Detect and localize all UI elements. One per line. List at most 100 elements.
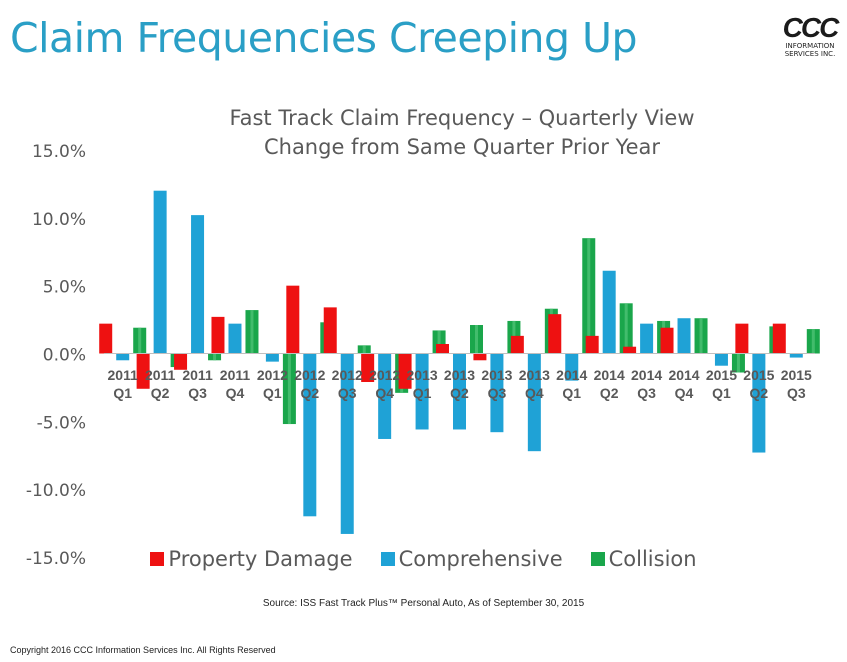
y-tick-label: 5.0% (43, 278, 86, 298)
bar-comprehensive (340, 353, 354, 534)
legend-label: Property Damage (168, 547, 353, 571)
x-tick-label-quarter: Q4 (375, 385, 394, 401)
bar-property-damage (585, 335, 599, 354)
bar-comprehensive (565, 353, 579, 381)
bar-comprehensive (228, 323, 242, 354)
bar-comprehensive (265, 353, 279, 362)
ccc-logo-mark: CCC (783, 14, 842, 40)
legend-label: Collision (608, 547, 697, 571)
x-tick-label-year: 2012 (257, 367, 288, 383)
bar-collision-highlight (475, 325, 478, 354)
legend-swatch-property-damage (150, 552, 165, 566)
y-tick-label: 10.0% (32, 210, 86, 230)
bar-property-damage (660, 327, 674, 354)
logo-line-2: SERVICES INC. (784, 50, 836, 58)
x-tick-label-year: 2011 (108, 367, 139, 383)
x-tick-label-year: 2012 (294, 367, 325, 383)
y-axis: 15.0% 10.0% 5.0% 0.0% -5.0% -10.0% -15.0% (26, 142, 86, 569)
x-tick-label-quarter: Q3 (488, 385, 507, 401)
x-tick-label-quarter: Q3 (787, 385, 806, 401)
x-tick-label-quarter: Q2 (600, 385, 619, 401)
bar-comprehensive (191, 215, 205, 354)
y-tick-label: 15.0% (32, 142, 86, 162)
bar-collision-highlight (699, 318, 703, 354)
x-tick-label-quarter: Q1 (263, 385, 282, 401)
bar-collision-highlight (213, 353, 217, 361)
chart-subtitle: Change from Same Quarter Prior Year (263, 135, 661, 159)
bar-collision-highlight (250, 310, 254, 354)
bar-comprehensive (714, 353, 728, 366)
y-tick-label: 0.0% (43, 346, 86, 366)
x-tick-label-year: 2014 (594, 367, 625, 383)
x-tick-label-year: 2013 (481, 367, 512, 383)
x-tick-label-quarter: Q1 (712, 385, 731, 401)
bar-property-damage (510, 335, 524, 354)
source-note: Source: ISS Fast Track Plus™ Personal Au… (262, 598, 585, 609)
bar-property-damage (174, 353, 188, 370)
x-tick-label-quarter: Q2 (750, 385, 769, 401)
x-tick-label-quarter: Q3 (338, 385, 357, 401)
x-tick-label-quarter: Q2 (151, 385, 170, 401)
bar-comprehensive (453, 353, 466, 430)
copyright-footer: Copyright 2016 CCC Information Services … (10, 645, 276, 655)
bar-collision-highlight (736, 353, 740, 373)
x-tick-label-year: 2015 (743, 367, 774, 383)
x-tick-label-quarter: Q1 (113, 385, 132, 401)
bar-collision-highlight (587, 238, 591, 354)
legend-swatch-comprehensive (380, 552, 395, 566)
bar-property-damage (323, 307, 337, 354)
y-tick-label: -15.0% (26, 549, 86, 569)
logo-mark-text: CCC (783, 14, 840, 40)
x-tick-label-year: 2011 (220, 367, 251, 383)
bars-group (99, 190, 820, 534)
legend-label: Comprehensive (398, 547, 563, 571)
x-tick-label-quarter: Q2 (450, 385, 469, 401)
x-tick-label-year: 2012 (369, 367, 400, 383)
legend-item-comprehensive: Comprehensive (380, 547, 563, 571)
company-logo: CCC INFORMATION SERVICES INC. (778, 14, 842, 60)
x-tick-label-year: 2014 (556, 367, 587, 383)
bar-comprehensive (378, 353, 392, 439)
bar-comprehensive (640, 323, 654, 354)
bar-property-damage (473, 353, 487, 361)
x-tick-label-year: 2011 (182, 367, 213, 383)
legend-item-property-damage: Property Damage (150, 547, 353, 571)
legend-item-collision: Collision (590, 547, 697, 571)
x-tick-label-quarter: Q4 (675, 385, 694, 401)
bar-comprehensive (303, 353, 317, 517)
x-tick-label-quarter: Q1 (562, 385, 581, 401)
bar-collision-highlight (138, 327, 142, 354)
x-tick-label-quarter: Q3 (188, 385, 207, 401)
bar-property-damage (772, 323, 786, 354)
bar-comprehensive (415, 353, 429, 430)
bar-property-damage (99, 323, 113, 354)
y-tick-label: -10.0% (26, 481, 86, 501)
bar-collision-highlight (624, 303, 628, 354)
bar-comprehensive (752, 353, 766, 453)
x-tick-label-year: 2014 (631, 367, 662, 383)
x-tick-label-year: 2015 (706, 367, 737, 383)
x-tick-label-year: 2013 (519, 367, 550, 383)
chart-title-block: Fast Track Claim Frequency – Quarterly V… (152, 104, 772, 162)
x-tick-label-quarter: Q4 (226, 385, 245, 401)
bar-property-damage (735, 323, 749, 354)
chart-title: Fast Track Claim Frequency – Quarterly V… (229, 106, 695, 130)
bar-property-damage (623, 346, 637, 354)
bar-comprehensive (602, 270, 616, 354)
x-tick-label-quarter: Q2 (300, 385, 319, 401)
x-tick-label-year: 2014 (668, 367, 699, 383)
slide-title: Claim Frequencies Creeping Up (10, 14, 638, 62)
x-axis: 2011 Q1 2011 Q2 2011 Q3 2011 Q4 2012 Q1 2012 Q2 2012… (108, 367, 813, 401)
bar-collision-highlight (811, 329, 815, 354)
logo-line-1: INFORMATION (785, 42, 835, 50)
bar-collision-highlight (287, 353, 291, 425)
bar-property-damage (136, 353, 150, 389)
bar-property-damage (436, 344, 449, 354)
x-tick-label-year: 2013 (407, 367, 438, 383)
bar-collision-highlight (362, 345, 366, 354)
bar-comprehensive (490, 353, 504, 433)
bar-comprehensive (527, 353, 541, 452)
bar-property-damage (548, 314, 562, 354)
bar-comprehensive (789, 353, 803, 358)
